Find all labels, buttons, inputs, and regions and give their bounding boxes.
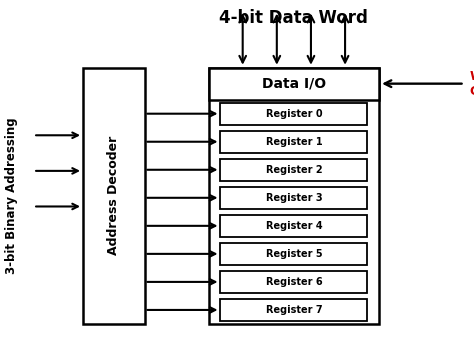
Text: Register 0: Register 0 [265, 109, 322, 119]
Text: Register 5: Register 5 [265, 249, 322, 259]
Bar [220, 103, 367, 125]
Bar [209, 68, 379, 100]
Text: 3-bit Binary Addressing: 3-bit Binary Addressing [5, 117, 18, 274]
Bar [83, 68, 145, 324]
Bar [220, 243, 367, 265]
Text: Data I/O: Data I/O [262, 77, 326, 91]
Text: Register 1: Register 1 [265, 137, 322, 147]
Bar [209, 68, 379, 324]
Text: Address Decoder: Address Decoder [107, 136, 120, 255]
Text: Register 4: Register 4 [265, 221, 322, 231]
Bar [220, 131, 367, 153]
Bar [220, 271, 367, 293]
Text: Register 2: Register 2 [265, 165, 322, 175]
Bar [220, 187, 367, 209]
Bar [220, 215, 367, 237]
Text: Write
Control: Write Control [469, 70, 474, 98]
Text: Register 6: Register 6 [265, 277, 322, 287]
Text: Register 7: Register 7 [265, 305, 322, 315]
Text: Register 3: Register 3 [265, 193, 322, 203]
Bar [220, 299, 367, 321]
Text: 4-bit Data Word: 4-bit Data Word [219, 9, 368, 27]
Bar [220, 159, 367, 181]
